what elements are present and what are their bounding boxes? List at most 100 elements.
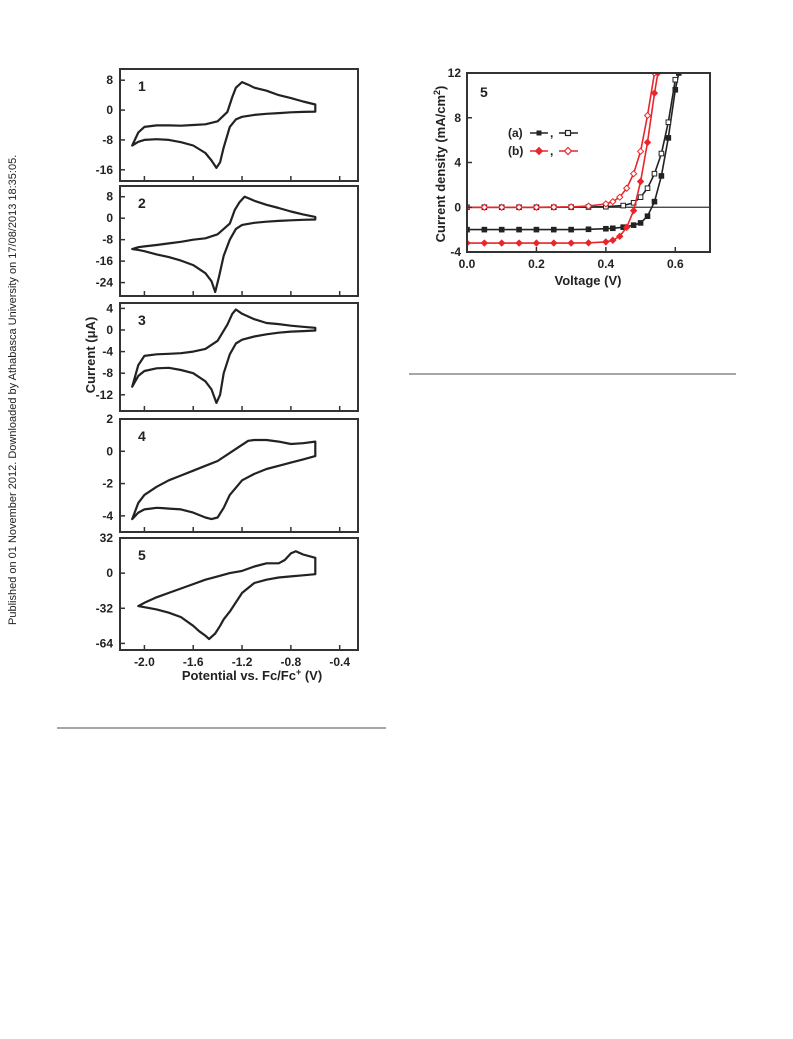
cv-y-tick-label: -24 — [96, 276, 114, 290]
cv-panel-label: 1 — [138, 78, 146, 94]
jv-point — [515, 203, 523, 211]
cv-y-tick-label: -8 — [102, 233, 113, 247]
jv-point — [584, 202, 593, 210]
jv-point — [568, 226, 574, 233]
jv-point — [515, 239, 523, 247]
jv-x-tick-label: 0.2 — [528, 257, 545, 271]
cv-x-tick-label: -2.0 — [134, 655, 155, 669]
cv-y-tick-label: 32 — [100, 531, 114, 545]
cv-y-tick-label: 0 — [106, 211, 113, 225]
jv-series-line-1 — [467, 79, 677, 209]
cv-y-tick-label: 8 — [106, 73, 113, 87]
jv-x-tick-label: 0.0 — [459, 257, 476, 271]
jv-point — [672, 76, 679, 83]
cv-trace-5 — [137, 550, 317, 641]
jv-point — [480, 203, 489, 211]
cv-panel-label: 2 — [138, 195, 146, 211]
jv-point — [532, 203, 541, 211]
jv-point — [675, 73, 682, 76]
jv-point — [609, 236, 617, 244]
cv-panel-frame — [119, 185, 359, 297]
jv-legend-comma: , — [550, 126, 553, 140]
side-note-text: Published on 01 November 2012. Downloade… — [7, 155, 19, 625]
jv-point — [532, 239, 541, 247]
cv-trace-2 — [131, 195, 317, 294]
cv-y-tick-label: -32 — [96, 601, 114, 615]
cv-y-tick-label: -16 — [96, 163, 114, 177]
jv-point — [602, 200, 610, 208]
jv-y-tick-label: 0 — [454, 200, 461, 214]
jv-legend-marker — [563, 146, 573, 156]
jv-legend-marker — [564, 129, 572, 137]
jv-point — [644, 185, 651, 192]
jv-point — [622, 223, 631, 232]
jv-point — [498, 203, 506, 211]
jv-legend-comma: , — [550, 144, 553, 158]
cv-y-tick-label: -8 — [102, 133, 113, 147]
jv-y-axis-label: Current density (mA/cm2) — [432, 86, 448, 243]
jv-point — [616, 232, 624, 241]
jv-point — [498, 239, 506, 247]
jv-point — [516, 226, 522, 233]
cv-panel-label: 3 — [138, 312, 146, 328]
jv-x-tick-label: 0.6 — [667, 257, 684, 271]
jv-point — [651, 170, 658, 177]
jv-point — [585, 226, 592, 233]
jv-point — [567, 239, 575, 247]
jv-legend-label: (a) — [508, 126, 523, 140]
cv-x-tick-label: -0.8 — [281, 655, 302, 669]
cv-panels: 1 8 0 -8 -16 2 8 0 -8 -16 -24 3 4 0 -4 -8 -12 4 2 0 -2 -4 5 32 0… — [96, 68, 359, 651]
cv-panel-3: 3 4 0 -4 -8 -12 — [96, 301, 359, 412]
cv-y-tick-label: 0 — [106, 566, 113, 580]
cv-x-ticks: -2.0 -1.6 -1.2 -0.8 -0.4 — [134, 655, 350, 669]
jv-point — [630, 222, 637, 228]
jv-point — [658, 150, 665, 157]
cv-y-tick-label: -12 — [96, 388, 114, 402]
cv-y-tick-label: 0 — [106, 103, 113, 117]
jv-x-tick-label: 0.4 — [598, 257, 615, 271]
cv-panel-label: 5 — [138, 547, 146, 563]
jv-point — [567, 203, 575, 211]
jv-point — [643, 111, 652, 120]
cv-x-axis-label: Potential vs. Fc/Fc+ (V) — [182, 667, 322, 683]
jv-point — [658, 173, 665, 179]
jv-point — [650, 89, 659, 97]
side-note: Published on 01 November 2012. Downloade… — [7, 155, 19, 625]
cv-panel-frame — [119, 302, 359, 412]
jv-plot: 12 8 4 0 -40.0 0.2 0.4 0.6 (a) , (b), — [448, 66, 711, 271]
cv-y-tick-label: -64 — [96, 636, 114, 650]
jv-legend: (a) , (b), — [508, 126, 578, 158]
jv-point — [665, 119, 672, 126]
cv-y-axis-label: Current (μA) — [83, 317, 98, 394]
cv-x-tick-label: -1.2 — [232, 655, 253, 669]
jv-panel-label: 5 — [480, 84, 488, 100]
jv-y-tick-label: 4 — [454, 156, 461, 170]
jv-series-group — [467, 73, 682, 247]
cv-panel-1: 1 8 0 -8 -16 — [96, 68, 359, 182]
jv-point — [610, 225, 616, 232]
cv-panel-label: 4 — [138, 428, 146, 444]
jv-point — [636, 147, 645, 156]
jv-point — [651, 198, 658, 205]
cv-y-tick-label: -2 — [102, 477, 113, 491]
jv-point — [637, 220, 644, 226]
jv-point — [550, 239, 558, 247]
jv-point — [665, 135, 672, 141]
jv-point — [584, 239, 593, 247]
cv-y-tick-label: 0 — [106, 323, 113, 337]
jv-point — [498, 226, 505, 233]
separator-right — [409, 373, 736, 375]
jv-point — [616, 193, 624, 201]
jv-y-tick-label: 12 — [448, 66, 462, 80]
cv-x-tick-label: -1.6 — [183, 655, 204, 669]
jv-point — [603, 225, 609, 232]
cv-panel-2: 2 8 0 -8 -16 -24 — [96, 185, 359, 297]
cv-x-tick-label: -0.4 — [329, 655, 350, 669]
jv-point — [533, 226, 540, 233]
jv-point — [643, 138, 652, 147]
cv-panel-4: 4 2 0 -2 -4 — [102, 412, 359, 533]
cv-y-tick-label: -16 — [96, 254, 114, 268]
jv-point — [481, 226, 488, 233]
jv-legend-marker — [534, 146, 544, 156]
